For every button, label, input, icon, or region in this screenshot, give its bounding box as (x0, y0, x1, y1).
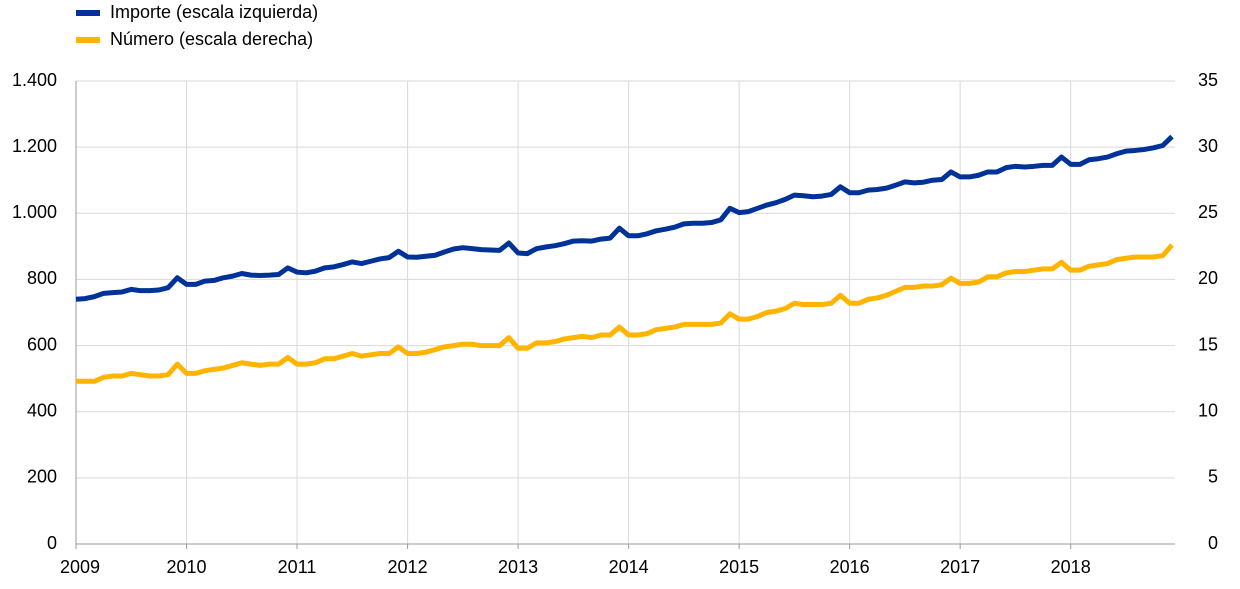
x-tick-label: 2010 (166, 557, 206, 577)
series-line (75, 134, 1174, 302)
y2-tick-label: 0 (1208, 533, 1218, 553)
x-tick-label: 2009 (60, 557, 100, 577)
y2-tick-label: 10 (1198, 400, 1218, 420)
y-tick-label: 1.000 (12, 202, 57, 222)
legend-label: Importe (escala izquierda) (110, 2, 318, 22)
y2-tick-label: 30 (1198, 136, 1218, 156)
x-tick-label: 2017 (940, 557, 980, 577)
x-tick-label: 2011 (278, 557, 317, 577)
y-tick-label: 200 (27, 467, 57, 487)
y-tick-label: 800 (27, 268, 57, 288)
y2-tick-label: 25 (1198, 202, 1218, 222)
y2-tick-label: 35 (1198, 70, 1218, 90)
series-line (76, 243, 1174, 384)
y2-tick-label: 15 (1198, 334, 1218, 354)
legend-label: Número (escala derecha) (110, 29, 313, 49)
y-tick-label: 1.200 (12, 136, 57, 156)
y-tick-label: 600 (27, 334, 57, 354)
x-tick-label: 2014 (609, 557, 649, 577)
x-tick-label: 2013 (498, 557, 538, 577)
y-tick-label: 1.400 (12, 70, 57, 90)
y2-tick-label: 5 (1208, 467, 1218, 487)
x-tick-label: 2016 (830, 557, 870, 577)
x-tick-label: 2012 (388, 557, 428, 577)
y-tick-label: 0 (47, 533, 57, 553)
y-tick-label: 400 (27, 400, 57, 420)
x-tick-label: 2018 (1051, 557, 1091, 577)
y2-tick-label: 20 (1198, 268, 1218, 288)
x-tick-label: 2015 (719, 557, 759, 577)
